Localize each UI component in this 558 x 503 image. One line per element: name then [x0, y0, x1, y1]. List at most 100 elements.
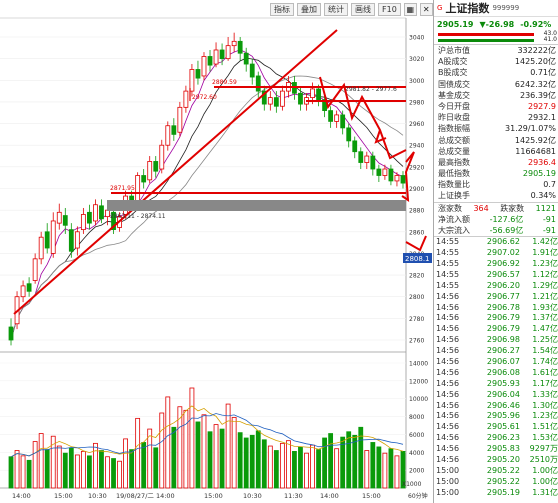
tick-amount: 1.33亿 — [532, 389, 558, 399]
stat-label: 沪总市值 — [438, 46, 470, 55]
candle-body — [364, 155, 370, 163]
volume-bar — [129, 449, 135, 489]
stat-value: 2932.1 — [528, 113, 556, 123]
candle-body — [316, 88, 321, 101]
stat-value: 2936.4 — [528, 157, 556, 167]
bar-bottom-value: 41.0 — [543, 36, 557, 43]
price-tick-label: 2900 — [409, 186, 424, 193]
candle-body — [147, 161, 153, 181]
tick-price: 2906.08 — [486, 367, 520, 377]
bar-top-value: 43.0 — [543, 30, 557, 37]
candle-body — [388, 168, 394, 182]
volume-bar — [370, 442, 376, 489]
volume-bar — [111, 458, 116, 489]
tick-row: 14:55 2906.57 1.12亿 — [434, 270, 558, 281]
time-label: 15:00 — [204, 492, 223, 500]
tick-row: 15:00 2905.22 1.00亿 — [434, 466, 558, 477]
stat-value: 11664681 — [515, 146, 556, 156]
price-tick-label: 3040 — [409, 35, 424, 42]
zoom-label[interactable]: X1000 — [402, 481, 422, 488]
stat-label: A股成交 — [438, 57, 468, 67]
close-icon[interactable]: ✕ — [419, 3, 433, 16]
volume-bar — [225, 403, 231, 489]
overlay-button[interactable]: 叠加 — [297, 3, 321, 16]
tick-price: 2905.83 — [486, 444, 520, 454]
flow-label: 大宗流入 — [438, 226, 470, 235]
candle-body — [171, 125, 177, 135]
volume-bar — [292, 450, 297, 489]
stat-value: 1425.20亿 — [514, 57, 556, 67]
stat-value: 1425.92亿 — [514, 135, 556, 145]
candle-body — [165, 125, 171, 146]
tick-row: 14:56 2906.77 1.21亿 — [434, 292, 558, 303]
candlesticks — [8, 32, 406, 346]
candle-body — [26, 283, 32, 292]
indicator-button[interactable]: 指标 — [270, 3, 294, 16]
tick-amount: 1.74亿 — [532, 356, 558, 366]
tick-time: 14:56 — [436, 389, 460, 399]
candle-body — [394, 175, 400, 182]
hand-drawn-marks — [319, 76, 427, 252]
volume-bar — [147, 428, 153, 489]
tick-amount: 1.91亿 — [532, 248, 558, 258]
tick-time: 14:56 — [436, 324, 460, 334]
period-label[interactable]: 60分钟 — [408, 492, 428, 500]
volume-bar — [243, 437, 249, 489]
volume-bar — [273, 450, 279, 489]
volume-bar — [183, 409, 189, 489]
f10-button[interactable]: F10 — [378, 3, 401, 16]
kline-chart-area[interactable]: 2889.59 2972.60 2981.82 - 2977.6 2871.95… — [0, 0, 433, 503]
stat-value: 2927.9 — [528, 101, 556, 111]
tick-price: 2906.79 — [486, 324, 520, 334]
time-label: 10:30 — [243, 492, 262, 500]
tick-row: 14:55 2906.92 1.23亿 — [434, 259, 558, 270]
annot-gap: 2863.11 - 2874.11 — [110, 213, 166, 220]
volume-axis: 14000 12000 10000 8000 6000 4000 2000 — [409, 361, 428, 475]
candle-body — [56, 211, 62, 224]
candle-body — [346, 127, 352, 142]
stat-row: 上证换手 0.34% — [434, 190, 558, 201]
volume-bar — [20, 455, 26, 489]
statistics-button[interactable]: 统计 — [324, 3, 348, 16]
volume-bar — [261, 439, 267, 489]
tick-row: 14:56 2905.61 1.51亿 — [434, 422, 558, 433]
volume-bar — [171, 426, 177, 489]
candle-body — [62, 215, 68, 226]
volume-bar — [153, 447, 159, 489]
tick-amount: 1.61亿 — [532, 367, 558, 377]
tick-time: 14:56 — [436, 433, 460, 443]
volume-tick-label: 10000 — [409, 396, 428, 403]
stat-row: 指数量比 0.7 — [434, 179, 558, 190]
draw-line-button[interactable]: 画线 — [351, 3, 375, 16]
tick-list[interactable]: 14:55 2906.62 1.42亿 14:55 2907.02 1.91亿 14:55 2… — [434, 236, 558, 498]
index-name: 上证指数 — [445, 2, 490, 15]
tick-price: 2906.46 — [486, 400, 520, 410]
flow-label: 净流入额 — [438, 214, 470, 224]
down-count: 364 — [473, 203, 489, 213]
tick-amount: 1.37亿 — [532, 313, 558, 323]
tick-time: 14:56 — [436, 291, 460, 301]
tick-time: 14:55 — [436, 280, 460, 290]
volume-bar — [298, 446, 303, 489]
price-tick-label: 2760 — [409, 338, 424, 345]
time-label: 19/08/27/二 14:00 — [116, 492, 175, 500]
flow-value: -127.6亿 — [489, 214, 524, 224]
tick-row: 14:56 2906.79 1.37亿 — [434, 313, 558, 324]
quote-side-panel: G 上证指数 999999 2905.19 ▼-26.98 -0.92% 43.… — [433, 0, 558, 503]
candle-body — [376, 168, 382, 176]
volume-bar — [135, 417, 141, 489]
price-change: ▼-26.98 — [479, 19, 515, 29]
tick-time: 14:56 — [436, 356, 460, 366]
candle-body — [32, 258, 38, 281]
tick-time: 14:56 — [436, 411, 460, 421]
candle-body — [141, 175, 147, 183]
tick-row: 14:56 2906.78 1.93亿 — [434, 303, 558, 314]
grid-icon[interactable]: ▦ — [403, 3, 417, 16]
volume-bar — [177, 406, 183, 489]
stat-value: 6242.32亿 — [514, 79, 556, 89]
candle-body — [20, 285, 26, 298]
flow-row: 大宗流入 -56.69亿 -91 — [434, 225, 558, 236]
stat-label: 昨日收盘 — [438, 113, 470, 123]
kline-chart[interactable]: 2889.59 2972.60 2981.82 - 2977.6 2871.95… — [0, 0, 433, 503]
stats-list: 沪总市值 332222亿 A股成交 1425.20亿 B股成交 0.71亿 国债成交 6242… — [434, 44, 558, 202]
